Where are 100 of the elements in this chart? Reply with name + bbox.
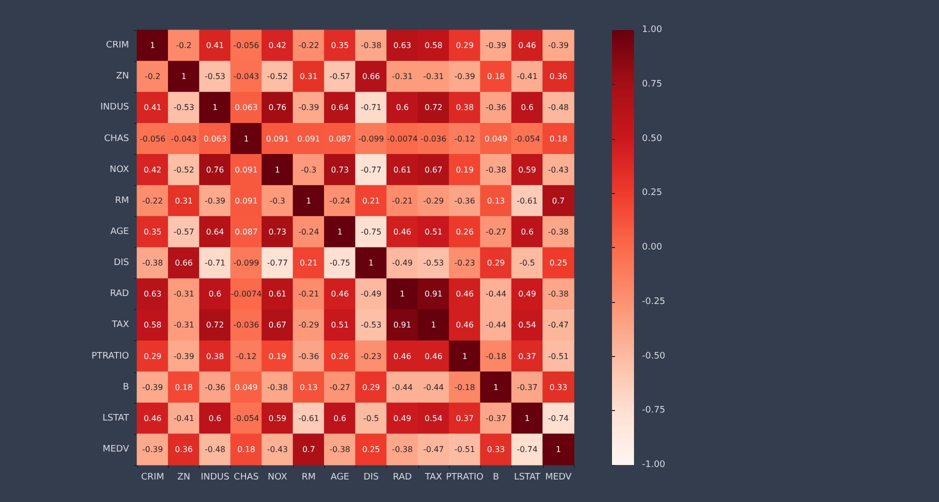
data-label: -0.31 bbox=[173, 290, 194, 299]
data-label: 0.26 bbox=[456, 227, 474, 236]
y-tick-label: INDUS bbox=[100, 102, 130, 113]
data-label: 0.91 bbox=[393, 320, 412, 330]
data-label: -0.74 bbox=[548, 414, 569, 423]
data-label: -0.23 bbox=[360, 352, 382, 361]
data-label: -0.37 bbox=[516, 382, 538, 392]
data-label: 0.18 bbox=[174, 382, 193, 392]
data-label: 0.72 bbox=[424, 103, 442, 112]
data-label: 0.42 bbox=[144, 165, 162, 174]
data-label: -0.39 bbox=[142, 382, 163, 392]
data-label: 0.18 bbox=[549, 134, 568, 144]
data-label: 0.46 bbox=[144, 414, 162, 423]
data-label: 1 bbox=[493, 382, 499, 392]
data-label: 0.29 bbox=[144, 352, 162, 361]
data-label: -0.74 bbox=[516, 444, 538, 454]
data-label: -0.27 bbox=[330, 382, 350, 392]
x-tick-label: NOX bbox=[268, 472, 288, 482]
color-bar-label: 1.00 bbox=[642, 25, 662, 35]
data-label: 0.091 bbox=[234, 165, 258, 174]
data-label: 0.67 bbox=[424, 165, 442, 174]
data-label: 0.29 bbox=[487, 258, 505, 268]
y-tick-label: RM bbox=[114, 196, 129, 206]
data-label: 0.38 bbox=[456, 103, 474, 112]
y-tick-label: LSTAT bbox=[102, 413, 130, 424]
data-label: -0.61 bbox=[298, 414, 320, 423]
data-label: 0.19 bbox=[456, 165, 474, 174]
data-label: -0.18 bbox=[486, 352, 506, 361]
data-label: -0.53 bbox=[360, 320, 382, 330]
data-label: 1 bbox=[212, 103, 218, 112]
data-label: 0.13 bbox=[487, 196, 505, 206]
data-label: 0.76 bbox=[268, 103, 286, 112]
data-label: -0.036 bbox=[233, 320, 260, 330]
data-label: 0.41 bbox=[206, 41, 224, 50]
data-label: 0.7 bbox=[552, 196, 565, 206]
data-label: -0.3 bbox=[270, 196, 286, 206]
x-tick-label: RM bbox=[302, 472, 316, 482]
data-label: -0.77 bbox=[267, 258, 288, 268]
data-label: 1 bbox=[337, 227, 342, 236]
data-label: 1 bbox=[462, 352, 468, 361]
data-label: 0.35 bbox=[144, 227, 162, 236]
data-label: -0.21 bbox=[392, 196, 413, 206]
data-label: -0.0074 bbox=[386, 134, 418, 144]
data-label: -0.0074 bbox=[230, 290, 262, 299]
color-bar-label: 0.50 bbox=[642, 134, 662, 144]
data-label: 0.72 bbox=[206, 320, 224, 330]
data-label: 0.049 bbox=[484, 134, 508, 144]
data-label: 0.54 bbox=[518, 320, 536, 330]
data-label: 0.46 bbox=[518, 41, 536, 50]
x-tick-label: RAD bbox=[392, 472, 412, 482]
y-tick-label: DIS bbox=[114, 258, 130, 268]
data-label: -0.49 bbox=[360, 290, 382, 299]
data-label: -0.38 bbox=[360, 41, 382, 50]
data-label: 0.54 bbox=[424, 414, 442, 423]
data-label: -0.41 bbox=[516, 72, 538, 82]
data-label: 0.21 bbox=[362, 196, 380, 206]
data-label: -0.44 bbox=[486, 320, 506, 330]
data-label: 0.29 bbox=[456, 41, 474, 50]
data-label: -0.22 bbox=[142, 196, 163, 206]
data-label: -0.38 bbox=[330, 444, 350, 454]
data-label: -0.36 bbox=[486, 103, 506, 112]
data-label: 1 bbox=[181, 72, 186, 82]
data-label: -0.12 bbox=[454, 134, 476, 144]
data-label: -0.75 bbox=[330, 258, 350, 268]
data-label: 0.18 bbox=[487, 72, 505, 82]
data-label: -0.3 bbox=[300, 165, 316, 174]
data-label: -0.52 bbox=[173, 165, 194, 174]
data-label: -0.38 bbox=[392, 444, 413, 454]
y-tick-label: CRIM bbox=[106, 40, 129, 51]
data-label: 0.063 bbox=[234, 103, 258, 112]
data-label: -0.53 bbox=[173, 103, 194, 112]
y-tick-label: TAX bbox=[110, 320, 129, 330]
data-label: 0.6 bbox=[396, 103, 409, 112]
color-bar-label: -0.50 bbox=[642, 351, 666, 362]
data-label: -0.51 bbox=[454, 444, 476, 454]
data-label: 0.13 bbox=[300, 382, 318, 392]
data-label: 0.66 bbox=[174, 258, 193, 268]
data-label: -0.75 bbox=[360, 227, 382, 236]
data-label: -0.44 bbox=[392, 382, 413, 392]
x-tick-label: MEDV bbox=[545, 472, 572, 482]
data-label: -0.37 bbox=[486, 414, 506, 423]
y-tick-label: ZN bbox=[116, 72, 129, 82]
data-label: 1 bbox=[400, 290, 405, 299]
data-label: 0.58 bbox=[424, 41, 442, 50]
data-label: -0.53 bbox=[423, 258, 444, 268]
data-label: 0.59 bbox=[268, 414, 286, 423]
data-label: -0.043 bbox=[170, 134, 197, 144]
y-tick-label: AGE bbox=[110, 226, 130, 237]
data-label: 0.58 bbox=[144, 320, 162, 330]
x-tick-label: B bbox=[492, 472, 500, 482]
data-label: 0.46 bbox=[330, 290, 349, 299]
x-tick-label: CHAS bbox=[234, 472, 259, 482]
data-label: 0.63 bbox=[393, 41, 412, 50]
x-tick-label: INDUS bbox=[200, 472, 230, 482]
x-tick-label: CRIM bbox=[141, 472, 164, 482]
data-label: 0.64 bbox=[206, 227, 224, 236]
data-label: -0.036 bbox=[420, 134, 446, 144]
data-label: -0.39 bbox=[142, 444, 163, 454]
data-label: 0.49 bbox=[518, 290, 536, 299]
x-tick-label: ZN bbox=[177, 472, 190, 482]
